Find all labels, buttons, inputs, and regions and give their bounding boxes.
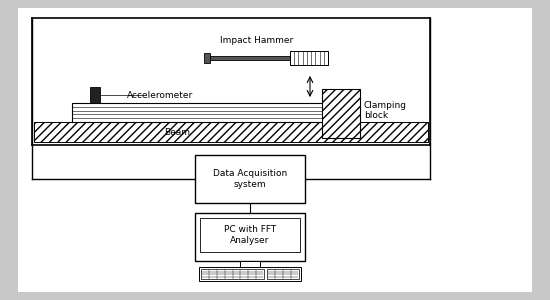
Bar: [90, 87, 100, 103]
Bar: [240, 261, 260, 267]
Text: PC with FFT
Analyser: PC with FFT Analyser: [224, 225, 276, 245]
Bar: [199, 267, 301, 281]
Bar: [201, 269, 264, 279]
Bar: [34, 122, 428, 142]
Text: Beam: Beam: [164, 128, 190, 137]
Bar: [290, 51, 328, 65]
Text: Clamping
block: Clamping block: [364, 101, 407, 120]
Text: Impact Hammer: Impact Hammer: [220, 36, 293, 45]
Bar: [204, 53, 210, 63]
Bar: [210, 56, 290, 60]
Bar: [195, 213, 305, 261]
Bar: [72, 103, 342, 122]
Bar: [322, 89, 360, 138]
Bar: [200, 218, 300, 252]
Bar: [267, 269, 299, 279]
Text: Data Acquisition
system: Data Acquisition system: [213, 169, 287, 189]
Text: Accelerometer: Accelerometer: [127, 91, 193, 100]
Bar: [195, 155, 305, 203]
